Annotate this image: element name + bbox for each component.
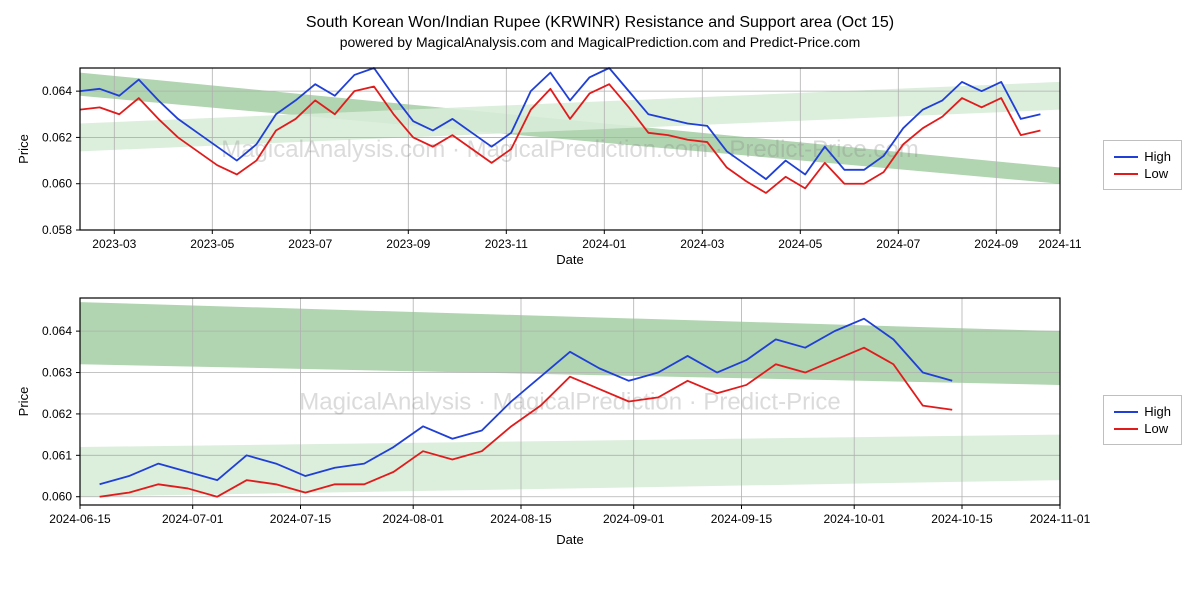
svg-text:2024-01: 2024-01	[582, 237, 626, 251]
svg-text:2024-09: 2024-09	[974, 237, 1018, 251]
svg-text:2023-07: 2023-07	[288, 237, 332, 251]
svg-text:2024-11: 2024-11	[1038, 237, 1081, 251]
legend-high-swatch	[1114, 411, 1138, 413]
svg-text:2024-03: 2024-03	[680, 237, 724, 251]
legend-high-swatch	[1114, 156, 1138, 158]
legend-high-row: High	[1114, 404, 1171, 419]
svg-text:2024-10-15: 2024-10-15	[931, 512, 993, 526]
top-chart-legend: High Low	[1103, 140, 1182, 190]
legend-low-label: Low	[1144, 421, 1168, 436]
svg-text:MagicalAnalysis · MagicalPre: MagicalAnalysis · MagicalPrediction · Pr…	[299, 389, 841, 416]
svg-text:Price: Price	[16, 387, 31, 417]
svg-text:Date: Date	[556, 252, 583, 267]
svg-text:0.061: 0.061	[42, 448, 72, 462]
svg-text:2024-08-01: 2024-08-01	[383, 512, 445, 526]
svg-text:2024-06-15: 2024-06-15	[49, 512, 111, 526]
bottom-chart-svg: MagicalAnalysis · MagicalPrediction · Pr…	[10, 290, 1190, 550]
legend-low-swatch	[1114, 173, 1138, 175]
svg-text:2023-05: 2023-05	[190, 237, 234, 251]
svg-text:2023-11: 2023-11	[485, 237, 528, 251]
top-chart: MagicalAnalysis.com · MagicalPrediction.…	[10, 60, 1190, 270]
svg-text:2024-07-15: 2024-07-15	[270, 512, 332, 526]
legend-low-label: Low	[1144, 166, 1168, 181]
svg-text:2024-09-01: 2024-09-01	[603, 512, 665, 526]
legend-high-row: High	[1114, 149, 1171, 164]
svg-text:0.064: 0.064	[42, 324, 72, 338]
svg-text:0.060: 0.060	[42, 490, 72, 504]
bottom-chart-legend: High Low	[1103, 395, 1182, 445]
svg-text:Date: Date	[556, 532, 583, 547]
legend-low-row: Low	[1114, 166, 1171, 181]
legend-low-swatch	[1114, 428, 1138, 430]
svg-text:2023-03: 2023-03	[92, 237, 136, 251]
legend-low-row: Low	[1114, 421, 1171, 436]
svg-text:Price: Price	[16, 134, 31, 164]
svg-text:MagicalAnalysis.com · Magica: MagicalAnalysis.com · MagicalPrediction.…	[221, 136, 919, 163]
svg-text:0.064: 0.064	[42, 84, 72, 98]
svg-text:2024-09-15: 2024-09-15	[711, 512, 773, 526]
svg-text:0.063: 0.063	[42, 366, 72, 380]
svg-text:2023-09: 2023-09	[386, 237, 430, 251]
legend-high-label: High	[1144, 149, 1171, 164]
svg-text:2024-08-15: 2024-08-15	[490, 512, 552, 526]
svg-text:2024-11-01: 2024-11-01	[1030, 512, 1091, 526]
legend-high-label: High	[1144, 404, 1171, 419]
svg-text:0.058: 0.058	[42, 223, 72, 237]
svg-text:0.062: 0.062	[42, 407, 72, 421]
page-title: South Korean Won/Indian Rupee (KRWINR) R…	[10, 14, 1190, 32]
svg-text:2024-10-01: 2024-10-01	[824, 512, 886, 526]
svg-text:0.060: 0.060	[42, 177, 72, 191]
page-subtitle: powered by MagicalAnalysis.com and Magic…	[10, 34, 1190, 50]
svg-text:2024-05: 2024-05	[778, 237, 822, 251]
svg-text:2024-07-01: 2024-07-01	[162, 512, 224, 526]
svg-text:0.062: 0.062	[42, 130, 72, 144]
bottom-chart: MagicalAnalysis · MagicalPrediction · Pr…	[10, 290, 1190, 550]
svg-text:2024-07: 2024-07	[876, 237, 920, 251]
top-chart-svg: MagicalAnalysis.com · MagicalPrediction.…	[10, 60, 1190, 270]
